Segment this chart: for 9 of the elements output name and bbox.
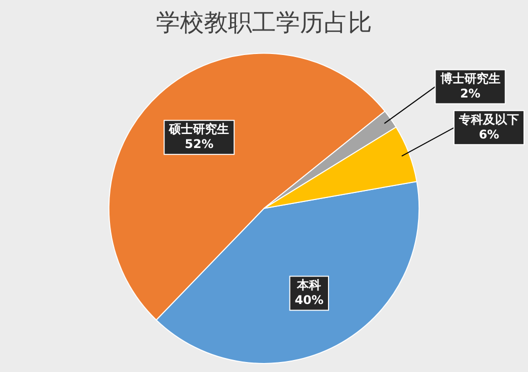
slice-label: 本科: [296, 278, 322, 292]
data-label: 6%: [478, 127, 500, 142]
slice-label: 专科及以下: [458, 112, 519, 126]
slice-label: 硕士研究生: [168, 122, 230, 136]
slice-label: 博士研究生: [439, 71, 500, 86]
data-label: 52%: [184, 137, 214, 152]
chart-title: 学校教职工学历占比: [156, 8, 372, 37]
data-label: 40%: [294, 292, 324, 307]
data-label: 2%: [460, 86, 480, 100]
